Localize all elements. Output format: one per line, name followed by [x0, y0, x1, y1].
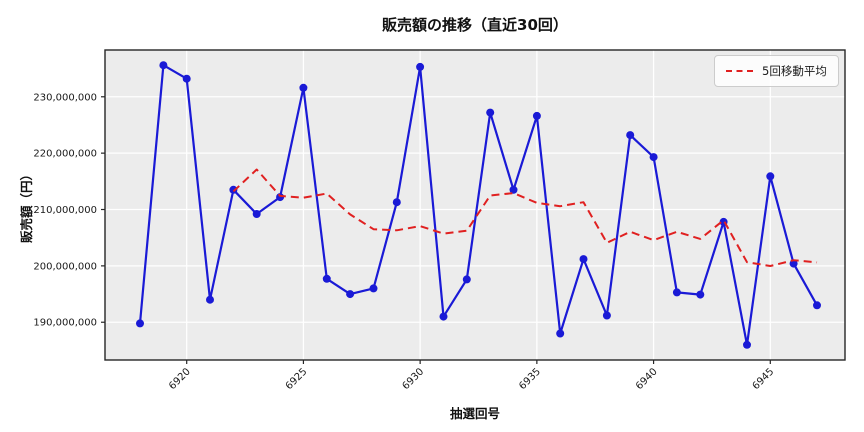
plot-background [105, 50, 845, 360]
x-tick-label: 6925 [284, 366, 310, 392]
moving_average-line [232, 168, 818, 267]
sales-marker [602, 311, 611, 320]
sales-marker [672, 288, 681, 297]
x-tick-label: 6920 [167, 366, 193, 392]
sales-marker [252, 210, 261, 218]
y-tick-label: 200,000,000 [33, 261, 97, 272]
chart-title: 販売額の推移（直近30回） [382, 16, 568, 34]
sales-marker [579, 255, 588, 264]
sales-marker [509, 185, 518, 194]
sales-marker [626, 131, 635, 140]
sales-marker [229, 185, 238, 194]
sales-marker [136, 319, 144, 328]
sales-marker [182, 74, 191, 83]
sales-marker [649, 153, 658, 162]
plot-frame [104, 49, 846, 361]
sales-marker [743, 340, 751, 349]
sales-marker [532, 111, 541, 120]
sales-marker [813, 301, 821, 310]
sales-marker [322, 274, 331, 283]
y-axis-label-text: 販売額（円） [18, 167, 34, 243]
x-axis-label: 抽選回号 [449, 406, 500, 421]
x-tick-label: 6945 [751, 366, 777, 392]
sales-marker [392, 198, 401, 207]
legend-label: 5回移動平均 [762, 64, 827, 78]
sales-marker [416, 62, 425, 71]
y-tick-label: 230,000,000 [33, 92, 97, 103]
sales-marker [346, 290, 355, 299]
x-tick-label: 6935 [517, 366, 543, 392]
sales-marker [486, 108, 495, 117]
sales-line [138, 64, 818, 346]
sales-marker [556, 329, 565, 338]
sales-marker [439, 312, 448, 321]
y-tick-label: 220,000,000 [33, 149, 97, 160]
x-tick-label: 6940 [634, 366, 660, 392]
sales-marker [462, 275, 471, 284]
sales-marker [159, 61, 168, 70]
sales-marker [369, 284, 378, 293]
sales-marker [299, 83, 308, 92]
legend: 5回移動平均 [714, 55, 839, 87]
x-tick-label: 6930 [400, 366, 426, 392]
sales-marker [696, 290, 705, 299]
sales-marker [206, 295, 214, 304]
sales-marker [766, 172, 775, 181]
moving-average-dashed-line-icon [726, 70, 753, 72]
y-tick-label: 190,000,000 [33, 318, 97, 329]
y-tick-label: 210,000,000 [33, 205, 97, 216]
